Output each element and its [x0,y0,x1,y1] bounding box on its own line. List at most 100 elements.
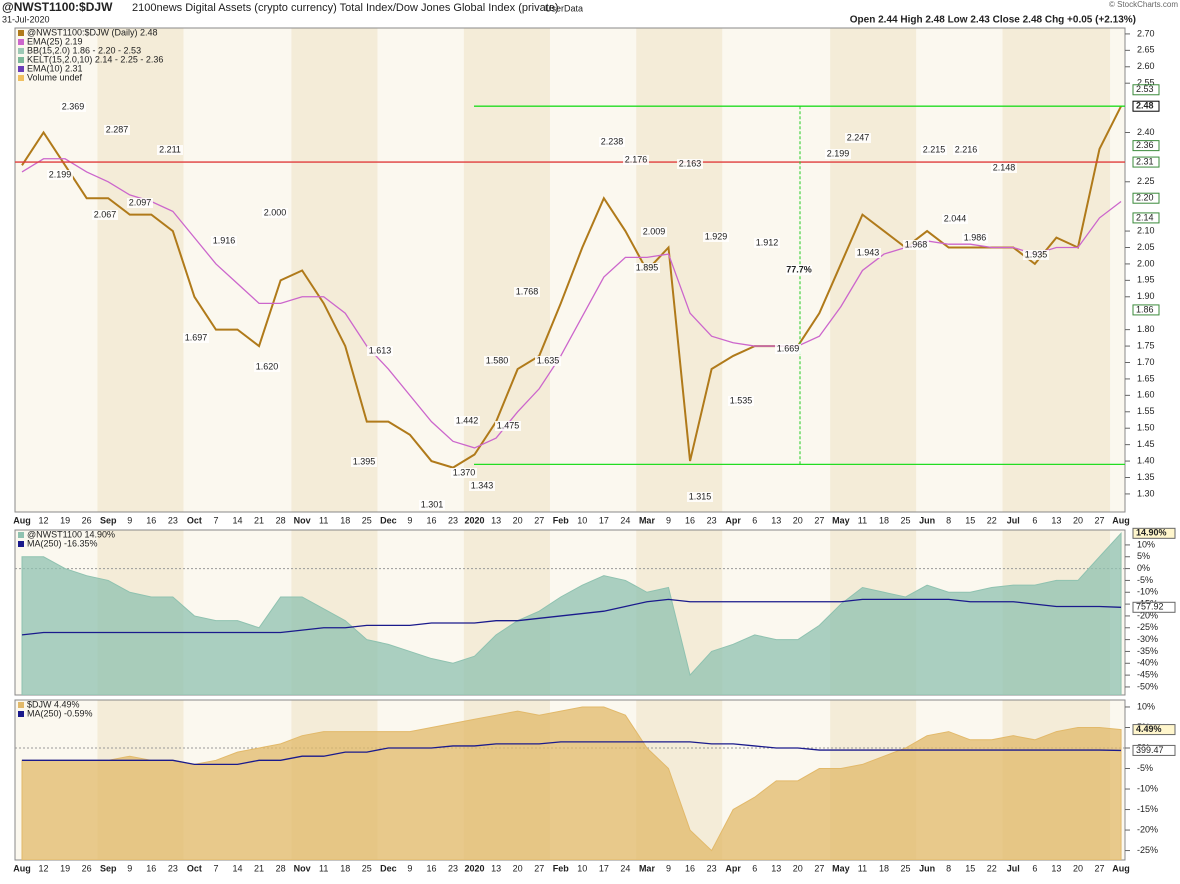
legend-swatch [18,541,24,547]
annotation-bg [254,362,280,372]
price-tag-label: 1.86 [1136,304,1154,314]
x-tick-label: Jul [1007,515,1020,525]
annotation: 2.369 [62,101,85,111]
annotation-bg [454,416,480,426]
x-tick-label: 28 [276,515,286,525]
x-tick-label: 12 [39,863,49,873]
annotation: 2.287 [106,124,129,134]
x-tick-label: 6 [752,515,757,525]
annotation-bg [60,102,86,112]
x-tick-label: 19 [60,515,70,525]
legend-label: BB(15,2.0) 1.86 - 2.20 - 2.53 [27,45,141,55]
x-tick-label: 15 [965,863,975,873]
series-line [21,105,1122,469]
price-tag [1132,304,1160,316]
annotation-bg [903,240,929,250]
annotation: 1.895 [636,262,659,272]
x-tick-label: 14 [232,863,242,873]
x-tick-label: 26 [82,863,92,873]
x-tick-label: 11 [319,863,328,873]
x-tick-label: 11 [319,515,328,525]
annotation-bg [419,500,445,510]
annotation-bg [211,236,237,246]
y-tick-label: 0% [1137,563,1150,573]
x-tick-label: 18 [340,863,350,873]
y-tick-label: -25% [1137,845,1158,855]
annotation-bg [495,421,521,431]
x-tick-label: Feb [553,515,570,525]
x-tick-label: Aug [1112,515,1130,525]
legend-label: @NWST1100 14.90% [27,529,115,539]
x-tick-label: 20 [793,863,803,873]
annotation-bg [786,265,812,275]
annotation: 1.343 [471,480,494,490]
x-tick-label: Oct [187,515,202,525]
legend-swatch [18,75,24,81]
x-tick-label: 16 [146,863,156,873]
annotation-bg [367,346,393,356]
x-tick-label: Jul [1007,863,1020,873]
x-tick-label: 11 [858,863,867,873]
annotation-bg [599,137,625,147]
y-tick-label: -40% [1137,658,1158,668]
x-tick-label: 9 [127,863,132,873]
x-tick-label: 13 [491,863,501,873]
annotation: 1.475 [497,420,520,430]
x-tick-label: Dec [380,863,397,873]
x-tick-label: 9 [127,515,132,525]
annotation-bg [677,159,703,169]
annotation: 2.216 [955,144,978,154]
y-tick-label: 2.40 [1137,127,1155,137]
series-line [21,598,1122,636]
x-tick-label: 16 [685,863,695,873]
x-tick-label: 20 [1073,863,1083,873]
annotation: 2.148 [993,162,1016,172]
legend-swatch [18,711,24,717]
x-tick-label: 25 [901,863,911,873]
x-tick-label: 23 [448,515,458,525]
x-tick-label: Apr [725,515,741,525]
legend-swatch [18,39,24,45]
annotation: 1.912 [756,237,779,247]
x-tick-label: 7 [213,515,218,525]
y-tick-label: 1.55 [1137,406,1155,416]
chart-subtitle: 2100news Digital Assets (crypto currency… [132,2,559,14]
x-tick-label: 23 [707,515,717,525]
y-tick-label: 2.05 [1137,242,1155,252]
x-tick-label: 13 [771,515,781,525]
y-tick-label: 2.60 [1137,61,1155,71]
month-band [377,28,464,512]
x-tick-label: 25 [362,515,372,525]
legend-label: MA(250) -16.35% [27,538,98,548]
x-tick-label: 18 [879,863,889,873]
annotation: 2.009 [643,226,666,236]
y-tick-label: 1.90 [1137,291,1155,301]
annotation-bg [921,145,947,155]
x-tick-label: Oct [187,863,202,873]
x-tick-label: 24 [620,515,630,525]
annotation: 77.7% [786,264,812,274]
legend-label: @NWST1100:$DJW (Daily) 2.48 [27,27,158,37]
x-tick-label: 17 [599,863,609,873]
x-tick-label: 20 [513,515,523,525]
legend-label: MA(250) -0.59% [27,708,93,718]
annotation-bg [728,396,754,406]
x-tick-label: Feb [553,863,570,873]
x-tick-label: 19 [60,863,70,873]
x-tick-label: 9 [666,863,671,873]
annotation-bg [703,232,729,242]
annotation-bg [623,155,649,165]
annotation: 1.442 [456,415,479,425]
x-tick-label: 16 [426,515,436,525]
annotation-bg [942,214,968,224]
x-tick-label: 13 [1051,515,1061,525]
x-tick-label: 15 [965,515,975,525]
end-tag [1132,744,1176,756]
series-line [22,741,1122,766]
end-tag [1132,601,1176,613]
x-tick-label: 23 [168,515,178,525]
x-tick-label: 6 [752,863,757,873]
legend-label: Volume undef [27,72,83,82]
legend-swatch [18,30,24,36]
y-tick-label: 1.45 [1137,439,1155,449]
